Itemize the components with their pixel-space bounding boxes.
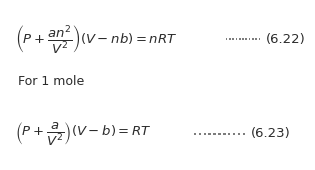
- Text: (6.23): (6.23): [251, 128, 291, 140]
- Text: $\left(P + \dfrac{an^2}{V^2}\right)(V - nb) = nRT$: $\left(P + \dfrac{an^2}{V^2}\right)(V - …: [15, 23, 178, 55]
- Text: $\left(P + \dfrac{a}{V^2}\right)(V - b) = RT$: $\left(P + \dfrac{a}{V^2}\right)(V - b) …: [15, 121, 152, 147]
- Text: (6.22): (6.22): [266, 33, 306, 46]
- Text: For 1 mole: For 1 mole: [18, 75, 85, 88]
